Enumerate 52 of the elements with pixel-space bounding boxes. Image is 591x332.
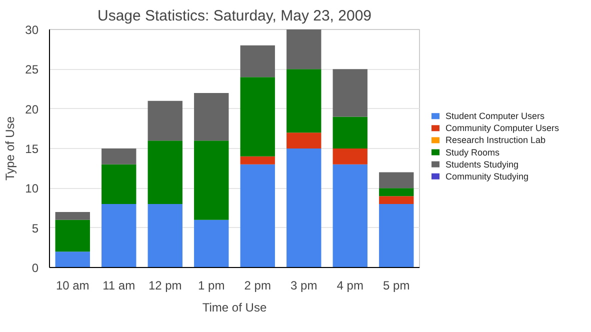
y-tick-label: 5	[32, 221, 39, 236]
legend-label: Student Computer Users	[446, 111, 546, 122]
bar	[194, 220, 229, 268]
y-axis-title: Type of Use	[3, 116, 18, 181]
x-tick-label: 5 pm	[383, 278, 410, 292]
legend-label: Research Instruction Lab	[446, 135, 546, 146]
x-tick-label: 10 am	[56, 278, 90, 292]
legend-label: Study Rooms	[446, 147, 500, 158]
y-tick-label: 10	[25, 182, 39, 196]
bar	[332, 164, 368, 268]
bar	[379, 196, 414, 204]
y-tick-label: 30	[25, 23, 39, 37]
bar	[102, 204, 136, 268]
bar	[379, 188, 414, 196]
bar	[240, 164, 275, 268]
bar	[148, 100, 182, 141]
y-tick-label: 25	[25, 62, 39, 77]
x-tick-label: 2 pm	[244, 278, 271, 292]
bar	[240, 77, 275, 156]
x-tick-label: 12 pm	[148, 278, 182, 292]
bar	[332, 69, 368, 117]
bar	[148, 140, 182, 204]
y-tick-label: 20	[25, 102, 39, 116]
legend-label: Community Studying	[446, 171, 529, 182]
bar	[148, 204, 182, 268]
y-tick-label: 15	[25, 142, 39, 156]
bar	[332, 148, 368, 164]
bar	[379, 172, 414, 188]
bar	[194, 140, 229, 220]
bar	[286, 30, 322, 70]
bar	[332, 116, 368, 148]
bar	[55, 252, 90, 268]
x-axis-title: Time of Use	[202, 300, 267, 314]
bar	[102, 148, 136, 164]
bar	[379, 204, 414, 268]
legend-label: Community Computer Users	[446, 123, 560, 134]
bar	[286, 69, 322, 133]
bar	[55, 220, 90, 252]
bar	[240, 156, 275, 164]
bar	[55, 212, 90, 220]
y-tick-label: 0	[32, 261, 39, 275]
chart-title: Usage Statistics: Saturday, May 23, 2009	[97, 8, 372, 24]
bar	[102, 164, 136, 204]
bar	[194, 92, 229, 141]
x-tick-label: 4 pm	[336, 278, 364, 292]
x-tick-label: 11 am	[102, 278, 136, 292]
bar	[286, 132, 322, 148]
legend-label: Students Studying	[446, 159, 519, 170]
bar	[286, 148, 322, 268]
x-tick-label: 1 pm	[198, 278, 225, 292]
bar	[240, 45, 275, 78]
x-tick-label: 3 pm	[290, 278, 318, 292]
